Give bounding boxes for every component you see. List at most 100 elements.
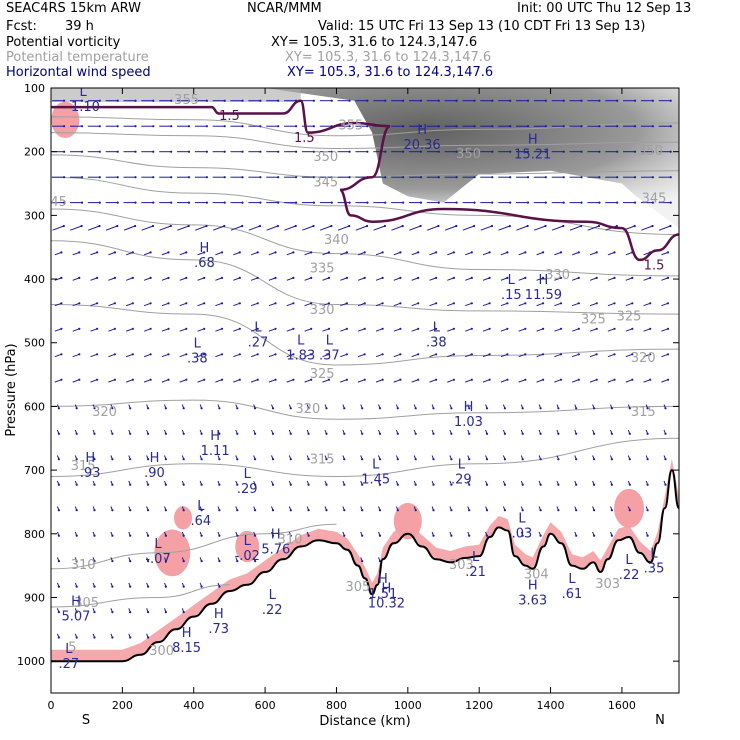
- wind-vector-head: [325, 458, 328, 461]
- extremum-value: .29: [451, 472, 472, 487]
- wind-vector-head: [343, 534, 346, 537]
- wind-vector-head: [616, 99, 619, 102]
- x-axis-label: Distance (km): [319, 714, 410, 729]
- wind-vector: [304, 302, 312, 307]
- wind-vector-head: [96, 327, 99, 330]
- wind-vector-head: [562, 176, 565, 179]
- wind-vector-head: [75, 611, 78, 614]
- wind-vector-head: [75, 458, 78, 461]
- wind-vector-head: [593, 509, 596, 512]
- wind-vector: [375, 379, 383, 383]
- wind-vector-head: [60, 276, 63, 279]
- wind-vector-head: [526, 150, 530, 153]
- isentrope-label: 355: [174, 93, 199, 108]
- wind-vector: [322, 277, 330, 281]
- wind-vector-head: [595, 353, 598, 356]
- wind-vector-head: [633, 176, 637, 179]
- x-tick-label: 600: [255, 699, 276, 712]
- high-pv-shading-top: [51, 88, 301, 102]
- high-marker: H: [71, 594, 81, 609]
- wind-vector-head: [295, 201, 298, 204]
- wind-vector-head: [223, 201, 226, 204]
- wind-vector: [429, 353, 437, 358]
- wind-vector: [643, 251, 651, 256]
- wind-vector-head: [147, 560, 150, 563]
- wind-vector-head: [485, 407, 489, 410]
- field-name-wind: Horizontal wind speed: [6, 65, 151, 80]
- wind-vector-head: [327, 353, 331, 356]
- wind-vector-head: [113, 302, 116, 305]
- wind-vector: [319, 225, 332, 231]
- wind-vector: [54, 302, 62, 307]
- wind-vector-head: [271, 509, 275, 512]
- low-marker: L: [197, 499, 205, 514]
- wind-vector-head: [432, 483, 435, 486]
- wind-vector: [429, 251, 437, 256]
- wind-vector-head: [60, 327, 63, 330]
- wind-vector-head: [631, 302, 634, 305]
- wind-vector-head: [220, 276, 224, 279]
- wind-vector-head: [254, 432, 257, 435]
- wind-vector-head: [80, 150, 84, 153]
- wind-vector-head: [60, 353, 63, 356]
- wind-vector: [482, 251, 490, 256]
- wind-vector-head: [292, 302, 295, 305]
- wind-vector-head: [274, 302, 277, 305]
- wind-vector-head: [598, 150, 601, 153]
- pv-contour-label: 1.5: [294, 131, 315, 146]
- wind-vector-head: [526, 201, 530, 204]
- wind-vector-head: [419, 125, 423, 128]
- wind-vector-head: [631, 378, 634, 381]
- wind-vector-head: [111, 611, 114, 614]
- wind-vector-head: [455, 176, 458, 179]
- wind-vector-head: [363, 302, 366, 305]
- wind-vector-head: [595, 276, 598, 279]
- wind-vector-head: [435, 276, 438, 279]
- wind-vector-head: [220, 302, 224, 305]
- wind-vector-head: [113, 378, 116, 381]
- wind-vector-head: [669, 99, 672, 102]
- wind-vector: [322, 328, 330, 332]
- wind-vector-head: [417, 353, 420, 356]
- extremum-value: .90: [144, 466, 165, 481]
- wind-vector-head: [378, 483, 382, 486]
- wind-vector-head: [646, 407, 649, 410]
- wind-vector: [375, 251, 383, 256]
- wind-vector-head: [503, 483, 506, 486]
- low-marker: L: [154, 537, 162, 552]
- north-label: N: [655, 713, 665, 728]
- wind-vector-head: [236, 432, 239, 435]
- south-label: S: [82, 713, 90, 728]
- wind-vector: [126, 277, 133, 281]
- wind-vector: [179, 302, 187, 307]
- wind-vector: [536, 302, 544, 307]
- wind-vector-head: [147, 534, 150, 537]
- wind-vector: [444, 225, 457, 231]
- wind-vector: [88, 225, 100, 231]
- wind-vector: [72, 277, 80, 281]
- y-tick-label: 1000: [17, 655, 45, 668]
- low-pv-blob: [51, 101, 80, 139]
- isentrope-label: 325: [617, 309, 642, 324]
- wind-vector-head: [437, 99, 440, 102]
- wind-vector-head: [593, 458, 596, 461]
- wind-vector: [215, 277, 223, 281]
- wind-vector-head: [218, 458, 221, 461]
- low-pv-blob: [174, 506, 193, 530]
- wind-vector-head: [218, 407, 221, 410]
- wind-vector-head: [238, 378, 241, 381]
- wind-vector: [250, 251, 258, 256]
- wind-vector-head: [218, 432, 221, 435]
- wind-vector-head: [631, 276, 634, 279]
- wind-vector: [393, 353, 401, 358]
- wind-vector: [322, 302, 330, 307]
- wind-vector-head: [488, 327, 491, 330]
- wind-vector: [536, 277, 544, 281]
- wind-vector: [429, 277, 437, 281]
- wind-vector-head: [256, 378, 259, 381]
- wind-vector-head: [147, 483, 150, 486]
- wind-vector-head: [310, 302, 313, 305]
- low-pv-blob: [154, 529, 191, 577]
- wind-vector: [233, 379, 240, 383]
- wind-vector-head: [470, 276, 473, 279]
